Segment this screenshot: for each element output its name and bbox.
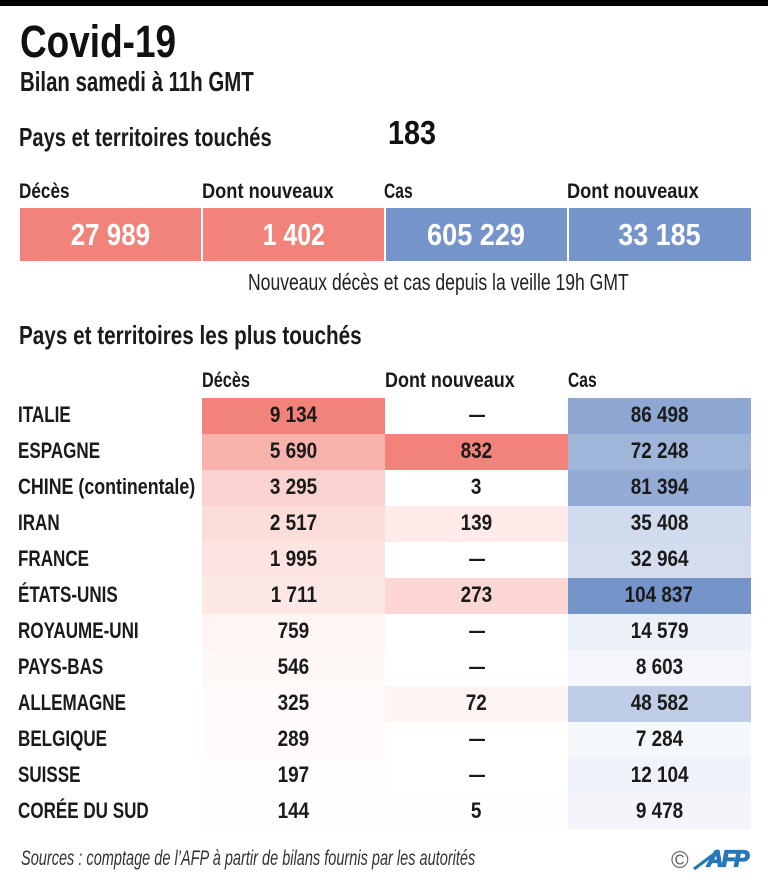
svg-text:AFP: AFP (706, 846, 750, 872)
